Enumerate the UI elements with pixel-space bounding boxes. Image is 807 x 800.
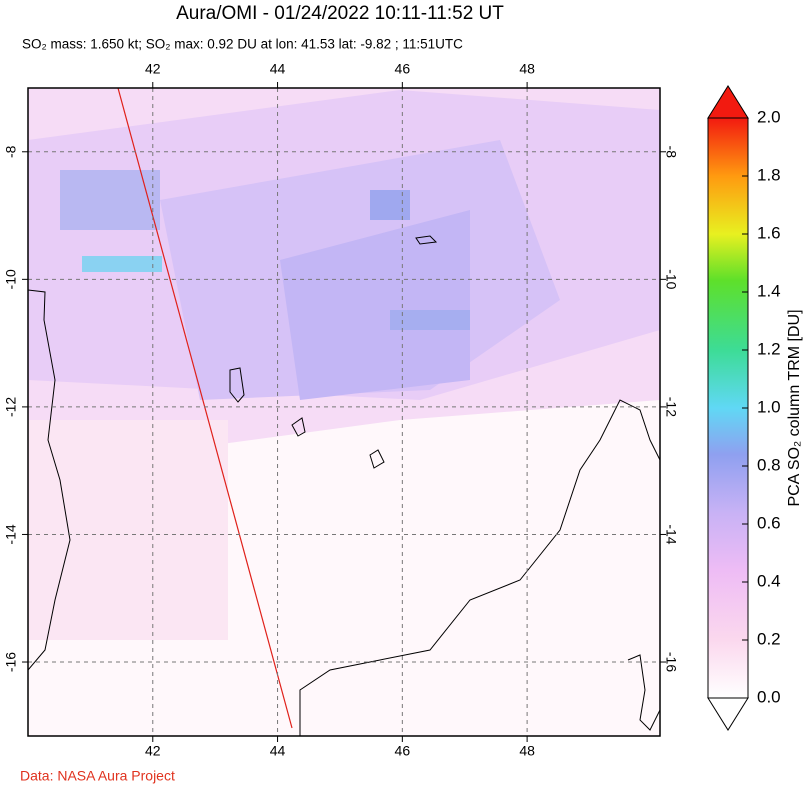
y-tick-label: -8 [3,145,19,158]
colorbar-tick-label: 2.0 [757,107,781,126]
x-tick-label: 44 [270,61,286,77]
y-tick-label: -16 [3,652,19,672]
y-tick-label: -10 [663,269,679,289]
colorbar-tick-label: 0.8 [757,455,781,474]
colorbar-tick-label: 1.4 [757,281,781,300]
colorbar-tick-label: 0.2 [757,629,781,648]
colorbar-tick-label: 1.0 [757,397,781,416]
x-tick-label: 46 [395,61,411,77]
y-tick-label: -14 [663,524,679,544]
footer: Data: NASA Aura Project [20,768,175,784]
x-tick-label: 48 [519,61,535,77]
colorbar-tick-label: 1.2 [757,339,781,358]
y-tick-label: -12 [3,397,19,417]
y-tick-label: -8 [663,146,679,159]
y-tick-label: -12 [663,397,679,417]
y-tick-label: -10 [3,269,19,289]
chart-subtitle: SO₂ mass: 1.650 kt; SO₂ max: 0.92 DU at … [22,37,463,52]
colorbar-tick-label: 0.6 [757,513,781,532]
colorbar-tick-label: 0.4 [757,571,781,590]
colorbar-tick-label: 0.0 [757,687,781,706]
y-tick-label: -16 [663,652,679,672]
map-frame [27,87,661,737]
x-tick-label: 48 [519,743,535,759]
colorbar-min-arrow [707,697,749,731]
colorbar-tick-label: 1.6 [757,223,781,242]
chart-title: Aura/OMI - 01/24/2022 10:11-11:52 UT [176,3,504,24]
colorbar-tick-label: 1.8 [757,165,781,184]
x-tick-label: 44 [270,743,286,759]
x-tick-label: 46 [395,743,411,759]
y-tick-label: -14 [3,524,19,544]
x-tick-label: 42 [145,743,161,759]
colorbar-label: PCA SO₂ column TRM [DU] [786,309,803,506]
x-tick-label: 42 [145,61,161,77]
colorbar-max-arrow [707,85,749,119]
grid [28,88,660,736]
map-field [28,88,660,736]
